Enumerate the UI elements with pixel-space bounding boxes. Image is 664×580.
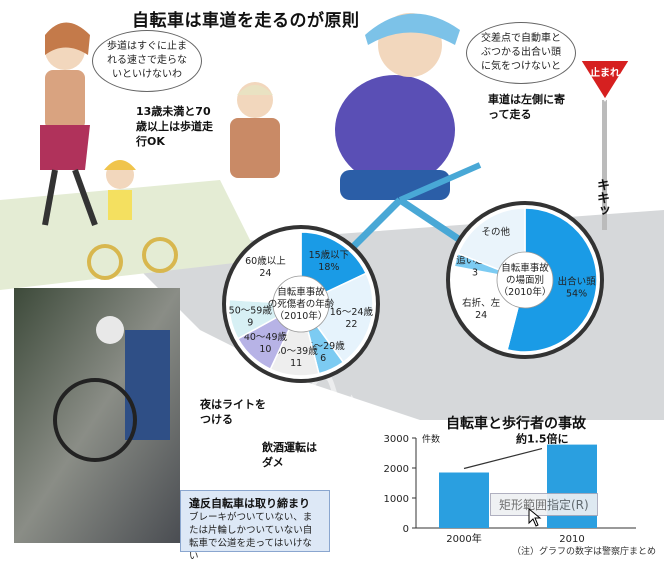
y-tick-label-0: 0: [403, 524, 409, 535]
pie-slice-value-0: 54%: [566, 289, 587, 300]
y-axis-label: 件数: [422, 433, 440, 445]
pie-slice-value-0: 18%: [318, 262, 339, 273]
pie-slice-value-1: 22: [345, 319, 357, 330]
pie-center-text-2: （2010年）: [499, 286, 552, 298]
pie-center-text-2: （2010年）: [275, 310, 328, 322]
pie-slice-label-1: 右折、左: [462, 297, 501, 309]
pie-slice-label-3: その他: [482, 226, 511, 238]
pie-slice-value-1: 24: [475, 310, 487, 321]
y-tick-label-1: 1000: [384, 494, 409, 505]
pie-center-text-0: 自転車事故: [501, 262, 549, 274]
y-tick-label-2: 2000: [384, 464, 409, 475]
growth-annotation: 約1.5倍に: [516, 432, 569, 446]
x-tick-label-1: 2010: [559, 534, 584, 545]
rect-select-menu-item[interactable]: 矩形範囲指定(R): [490, 493, 598, 516]
violation-info-box: 違反自転車は取り締まり ブレーキがついていない、または片輪しかついていない自転車…: [180, 490, 330, 562]
chart-note: （注）グラフの数字は警察庁まとめ: [512, 547, 657, 557]
pie-slice-label-3: 30～39歳: [275, 345, 319, 357]
pie-slice-label-1: 16～24歳: [330, 306, 374, 318]
stop-sign-text: 止まれ: [590, 68, 620, 79]
pie-slice-label-4: 40～49歳: [244, 331, 288, 343]
bar-0: [439, 472, 489, 528]
pie-center-text-0: 自転車事故: [277, 286, 325, 298]
y-tick-label-3: 3000: [384, 434, 409, 445]
violation-info-heading: 違反自転車は取り締まり: [189, 497, 310, 510]
pie-slice-value-6: 24: [259, 268, 271, 279]
age-rule-callout: 13歳未満と70歳以上は歩道走行OK: [136, 105, 213, 148]
woman-speech-bubble: 歩道はすぐに止まれる速さで走らないといけないわ: [92, 30, 202, 92]
pie-slice-value-4: 10: [259, 344, 271, 355]
pie-slice-label-5: 50～59歳: [229, 304, 273, 316]
cyclist-speech-bubble: 交差点で自動車とぶつかる出合い頭に気をつけないと: [466, 22, 576, 84]
pie-center: [496, 251, 554, 309]
pie-center: [272, 275, 330, 333]
drunk-driving-callout: 飲酒運転はダメ: [262, 441, 317, 469]
pie-slice-label-6: 60歳以上: [245, 255, 286, 267]
age-pie-chart: 15歳以下18%16～24歳2225～29歳630～39歳1140～49歳105…: [222, 225, 380, 383]
x-tick-label-0: 2000年: [446, 532, 481, 545]
bar-chart-title: 自転車と歩行者の事故: [446, 416, 586, 432]
lights-callout: 夜はライトをつける: [200, 398, 266, 426]
mouse-cursor-icon: [528, 508, 542, 527]
pie-slice-value-2: 6: [320, 353, 326, 364]
violation-info-body: ブレーキがついていない、または片輪しかついていない自転車で公道を走ってはいけない: [189, 512, 313, 562]
pie-slice-value-5: 9: [247, 317, 253, 328]
pie-center-text-1: の死傷者の年齢: [268, 298, 335, 310]
keep-left-callout: 車道は左側に寄って走る: [488, 93, 565, 121]
pie-center-text-1: の場面別: [506, 274, 544, 286]
skid-sound-text: キキッ: [594, 178, 609, 217]
pie-slice-value-3: 11: [290, 358, 302, 369]
pie-slice-label-0: 出合い頭: [558, 276, 597, 288]
growth-arrow: [463, 448, 543, 470]
pie-slice-label-0: 15歳以下: [309, 249, 350, 261]
page-title: 自転車は車道を走るのが原則: [132, 11, 360, 31]
bar-chart: 0 1000 2000 3000 件数 2000年 2010 約1.5倍に: [384, 432, 636, 545]
pie-slice-value-2: 3: [472, 267, 478, 278]
